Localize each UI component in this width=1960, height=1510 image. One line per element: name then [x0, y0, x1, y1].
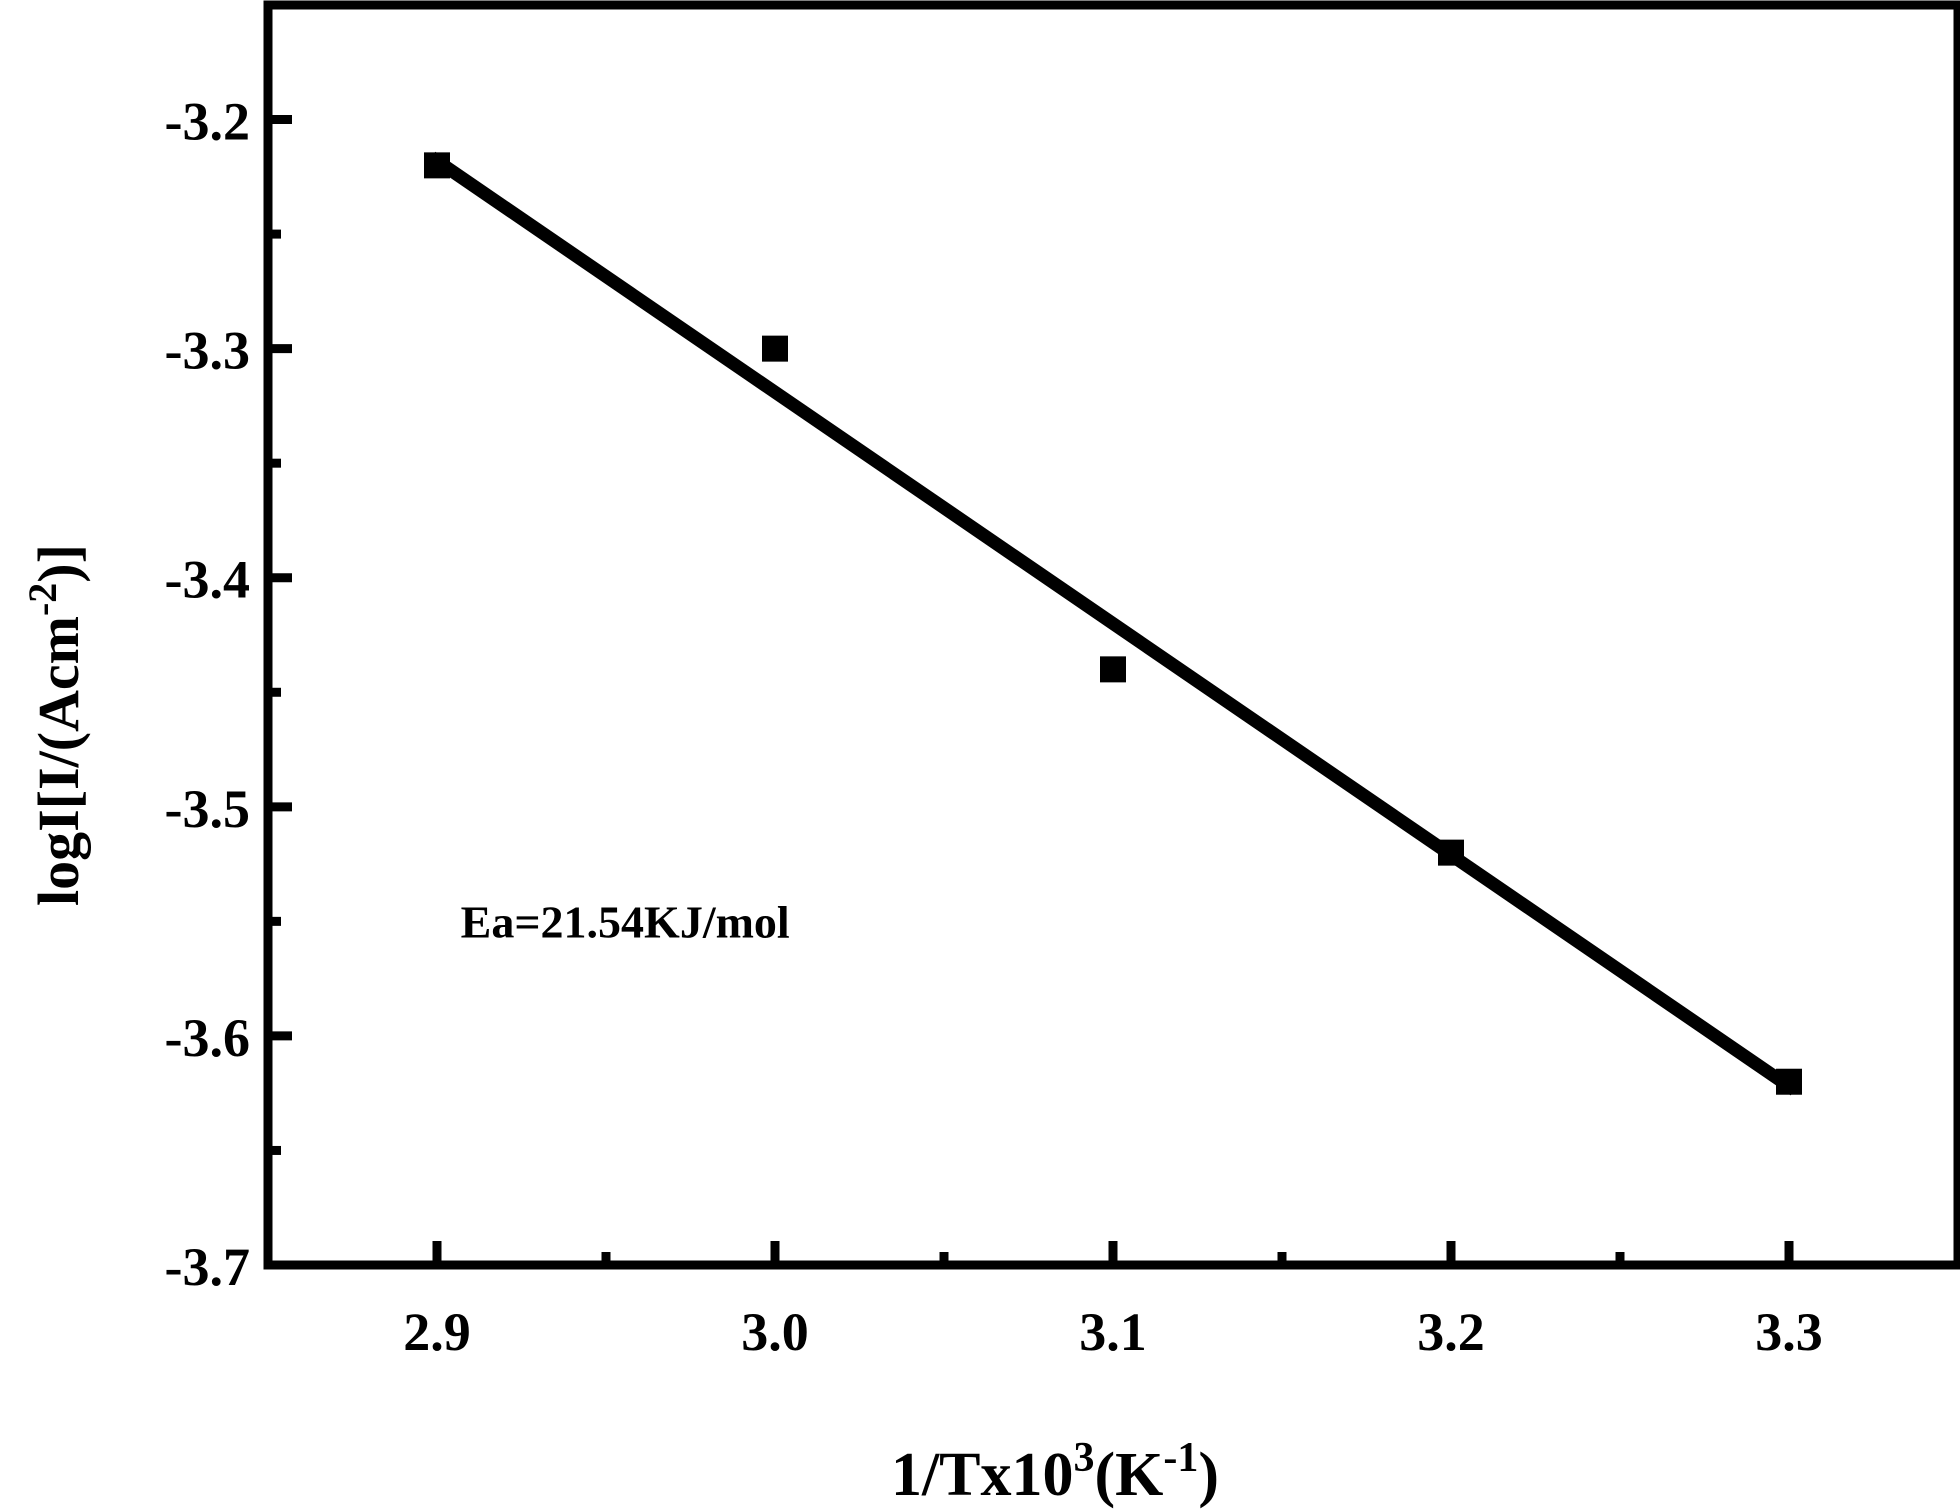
- x-axis-label: 1/Tx103(K-1): [891, 1435, 1219, 1509]
- data-point-marker: [1100, 656, 1126, 683]
- data-point-marker: [762, 335, 788, 362]
- x-tick-label: 3.3: [1755, 1302, 1823, 1362]
- y-tick-label: -3.4: [165, 550, 250, 610]
- fit-layer: [427, 151, 1799, 1096]
- data-point-marker: [1438, 839, 1464, 866]
- data-point-marker: [1776, 1068, 1802, 1095]
- y-axis-label: logI[I/(Acm-2)]: [20, 544, 91, 906]
- x-tick-label: 3.2: [1417, 1302, 1485, 1362]
- x-tick-label: 3.0: [741, 1302, 809, 1362]
- y-tick-label: -3.6: [165, 1008, 250, 1068]
- data-point-marker: [424, 152, 450, 179]
- y-tick-label: -3.7: [165, 1237, 250, 1297]
- labels-layer: 2.9 3.0 3.1 3.2 3.3 -3.7 -3.6 -3.5 -3.4 -3.3 -3.2: [165, 92, 1823, 1362]
- linear-fit-line: [427, 151, 1799, 1096]
- y-tick-label: -3.5: [165, 779, 250, 839]
- annotation-activation-energy: Ea=21.54KJ/mol: [461, 896, 790, 947]
- plot-frame: [263, 0, 1960, 1270]
- ticks-layer: [268, 115, 1794, 1270]
- x-tick-label: 2.9: [403, 1302, 471, 1362]
- x-tick-label: 3.1: [1079, 1302, 1147, 1362]
- y-tick-label: -3.3: [165, 321, 250, 381]
- y-tick-label: -3.2: [165, 92, 250, 152]
- markers-layer: [424, 152, 1802, 1095]
